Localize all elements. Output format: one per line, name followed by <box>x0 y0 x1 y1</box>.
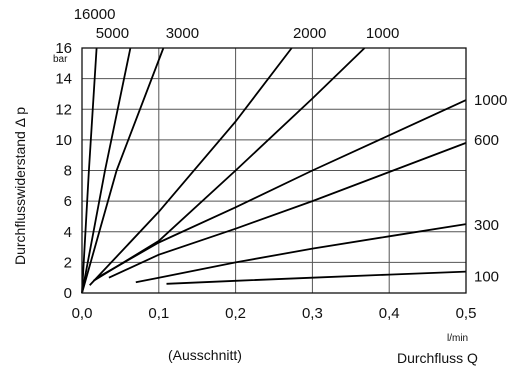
x-tick-label: 0,0 <box>72 305 93 322</box>
series-line-16000 <box>81 47 98 294</box>
curve-label-600: 600 <box>474 132 499 149</box>
series-line-3000 <box>81 47 165 294</box>
x-tick-label: 0,4 <box>379 305 400 322</box>
curve-label-300: 300 <box>474 217 499 234</box>
x-unit-label: l/min <box>447 333 468 344</box>
series-line-5000 <box>81 47 132 294</box>
chart-subtitle: (Ausschnitt) <box>168 347 242 363</box>
series-line-300 <box>135 223 467 284</box>
series-line-600 <box>108 142 467 279</box>
y-axis-label: Durchflusswiderstand Δ p <box>12 107 28 265</box>
y-tick-label: 4 <box>64 224 72 241</box>
y-unit-label: bar <box>53 54 68 65</box>
curve-label-2000: 2000 <box>293 25 326 42</box>
curve-label-5000: 5000 <box>96 25 129 42</box>
y-tick-label: 10 <box>55 132 72 149</box>
y-tick-label: 14 <box>55 71 72 88</box>
x-tick-label: 0,1 <box>148 305 169 322</box>
curve-label-1000: 1000 <box>366 25 399 42</box>
y-tick-label: 2 <box>64 254 72 271</box>
series-line-2000 <box>89 47 293 286</box>
y-tick-label: 12 <box>55 101 72 118</box>
y-tick-label: 6 <box>64 193 72 210</box>
curve-labels: 16000 5000 3000 2000 1000 1000 600 300 100 <box>74 6 508 286</box>
x-tick-label: 0,3 <box>302 305 323 322</box>
curve-label-100: 100 <box>474 269 499 286</box>
y-tick-label: 8 <box>64 163 72 180</box>
y-tick-label: 16 <box>55 40 72 57</box>
curve-label-16000: 16000 <box>74 6 116 23</box>
y-tick-label: 0 <box>64 285 72 302</box>
series-line-100 <box>166 270 467 285</box>
plot-frame <box>81 47 467 294</box>
x-tick-label: 0,5 <box>456 305 477 322</box>
y-tick-labels: 0 2 4 6 8 10 12 14 16 <box>55 40 72 302</box>
x-tick-label: 0,2 <box>225 305 246 322</box>
curve-label-1000: 1000 <box>474 92 507 109</box>
grid <box>82 48 466 293</box>
x-tick-labels: 0,0 0,1 0,2 0,3 0,4 0,5 <box>72 305 477 322</box>
x-axis-label: Durchfluss Q <box>397 350 478 366</box>
curves <box>81 47 467 294</box>
series-line-1000 <box>96 99 467 279</box>
curve-label-3000: 3000 <box>166 25 199 42</box>
